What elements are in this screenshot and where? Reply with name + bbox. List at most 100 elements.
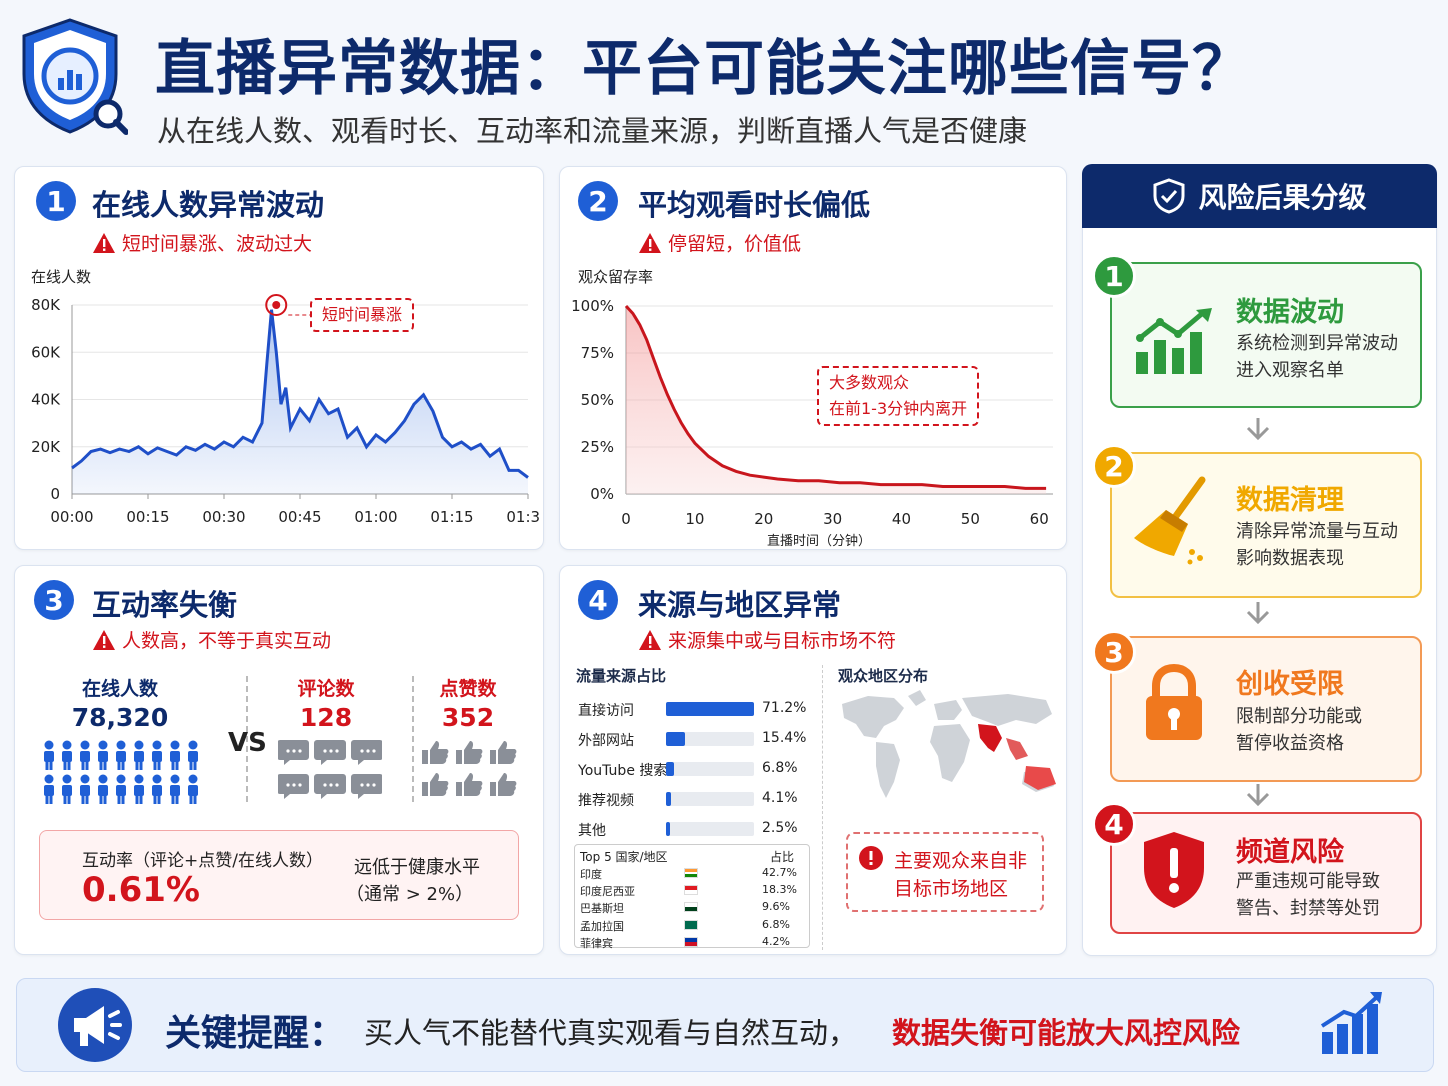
top5-table (574, 844, 810, 948)
chart1-xtick-label: 00:45 (278, 508, 321, 526)
chart2-ytick-label: 75% (581, 344, 614, 362)
source-bar (666, 732, 686, 746)
card1-number: 1 (36, 181, 76, 221)
top5-share: 4.2% (762, 934, 790, 948)
comment-icon (351, 774, 382, 799)
vs-label: VS (228, 728, 267, 758)
source-bar (666, 792, 672, 806)
rate-note-line1: 远低于健康水平 (354, 857, 480, 878)
card1-title: 在线人数异常波动 (92, 188, 325, 222)
chart2-xtick-label: 20 (754, 510, 773, 528)
warning-icon (639, 232, 661, 253)
risk-title: 风险后果分级 (1198, 181, 1367, 214)
chart2-xlabel: 直播时间（分钟） (767, 534, 872, 549)
comment-icon (314, 740, 346, 765)
map-title: 观众地区分布 (838, 667, 929, 685)
flag-india-icon (684, 868, 698, 878)
chart2-xtick-label: 60 (1030, 510, 1049, 528)
thumbs-up-icon (490, 741, 517, 764)
person-icon (134, 774, 144, 804)
chart2-xtick-label: 0 (621, 510, 631, 528)
flag-bangladesh-icon (684, 919, 698, 930)
chart2-ytick-label: 100% (571, 297, 614, 315)
risk-item-3 (1110, 636, 1422, 782)
chart2-ylabel: 观众留存率 (578, 268, 654, 286)
map-alert-box (846, 832, 1044, 912)
risk-item-3-title: 创收受限 (1236, 669, 1344, 700)
chart2-annotation-line2: 在前1-3分钟内离开 (829, 399, 968, 418)
chart1-ytick-label: 20K (31, 438, 61, 456)
top5-share: 18.3% (762, 883, 797, 897)
risk-item-4-line1: 严重违规可能导致 (1236, 871, 1380, 892)
source-value: 15.4% (762, 730, 807, 746)
comments-label: 评论数 (297, 678, 355, 700)
reminder-label: 关键提醒： (165, 1013, 346, 1054)
source-label: 外部网站 (578, 733, 634, 749)
card4-warning-text: 来源集中或与目标市场不符 (668, 630, 897, 652)
person-icon (170, 774, 180, 804)
person-icon (116, 774, 126, 804)
page-subtitle: 从在线人数、观看时长、互动率和流量来源，判断直播人气是否健康 (157, 114, 1028, 148)
chart1-series-line (71, 309, 529, 479)
rate-value: 0.61% (82, 870, 200, 910)
risk-item-4-desc: 严重违规可能导致 警告、封禁等处罚 (1236, 868, 1380, 922)
flag-pakistan-icon (684, 902, 698, 913)
risk-item-1-line1: 系统检测到异常波动 (1236, 333, 1398, 354)
padlock-icon (1146, 664, 1202, 740)
person-icon (152, 740, 162, 770)
top5-country: 巴基斯坦 (580, 902, 624, 916)
person-icon (170, 740, 180, 770)
top5-share: 42.7% (762, 866, 797, 879)
source-label: 推荐视频 (578, 793, 634, 809)
warning-icon (639, 629, 661, 650)
source-bar-track (666, 822, 754, 836)
shield-analytics-icon (22, 18, 128, 135)
thumbs-up-icon (456, 741, 483, 764)
growth-bars-icon (1320, 992, 1382, 1054)
chart2-annotation: 大多数观众 在前1-3分钟内离开 (817, 366, 980, 426)
online-value: 78,320 (71, 703, 169, 732)
card3-number: 3 (34, 580, 74, 620)
online-label: 在线人数 (81, 678, 158, 700)
card3-warning-text: 人数高，不等于真实互动 (122, 630, 332, 652)
risk-item-2-title: 数据清理 (1236, 485, 1344, 516)
risk-item-1-number: 1 (1092, 254, 1136, 298)
reminder-text: 买人气不能替代真实观看与自然互动， (364, 1016, 858, 1050)
chart2-ytick-label: 50% (581, 391, 614, 409)
thumbs-up-icon (422, 773, 449, 796)
card2-title: 平均观看时长偏低 (638, 188, 871, 222)
comment-icon (278, 774, 309, 799)
top5-share-header: 占比 (770, 850, 795, 864)
alert-circle-icon (859, 846, 883, 870)
chart2-ytick-label: 0% (590, 485, 614, 503)
source-bar-track (666, 762, 754, 776)
chart2-xtick-label: 40 (892, 510, 911, 528)
card2-number: 2 (578, 181, 618, 221)
risk-item-2-line2: 影响数据表现 (1236, 548, 1344, 569)
source-bar (666, 702, 754, 716)
comment-icon (351, 740, 382, 765)
risk-item-3-line1: 限制部分功能或 (1236, 706, 1362, 727)
chart1-xtick-label: 00:30 (202, 508, 245, 526)
engagement-rate-box (39, 830, 519, 920)
risk-item-4-line2: 警告、封禁等处罚 (1236, 898, 1380, 919)
card4-number: 4 (578, 580, 618, 620)
top5-share: 6.8% (762, 917, 790, 931)
person-icon (188, 740, 198, 770)
card4-warning: 来源集中或与目标市场不符 (638, 626, 896, 653)
chart2-area-fill (626, 306, 1047, 494)
chart1-area-fill (72, 309, 528, 494)
person-icon (44, 774, 54, 804)
chart2-xtick-label: 50 (961, 510, 980, 528)
card2-warning-text: 停留短，价值低 (668, 233, 802, 255)
risk-item-3-number: 3 (1092, 630, 1136, 674)
thumbs-up-icon (422, 741, 449, 764)
risk-item-4-number: 4 (1092, 802, 1136, 846)
source-bar-track (666, 792, 754, 806)
world-map (842, 690, 1056, 798)
chart-audience-retention: 0% 25% 50% 75% 100% 0 10 20 30 40 50 60 (571, 297, 1053, 528)
thumbs-up-icon (456, 773, 483, 796)
person-icon (98, 740, 108, 770)
map-highlight-south-asia (978, 724, 1002, 752)
chart2-series-line (624, 304, 1047, 490)
